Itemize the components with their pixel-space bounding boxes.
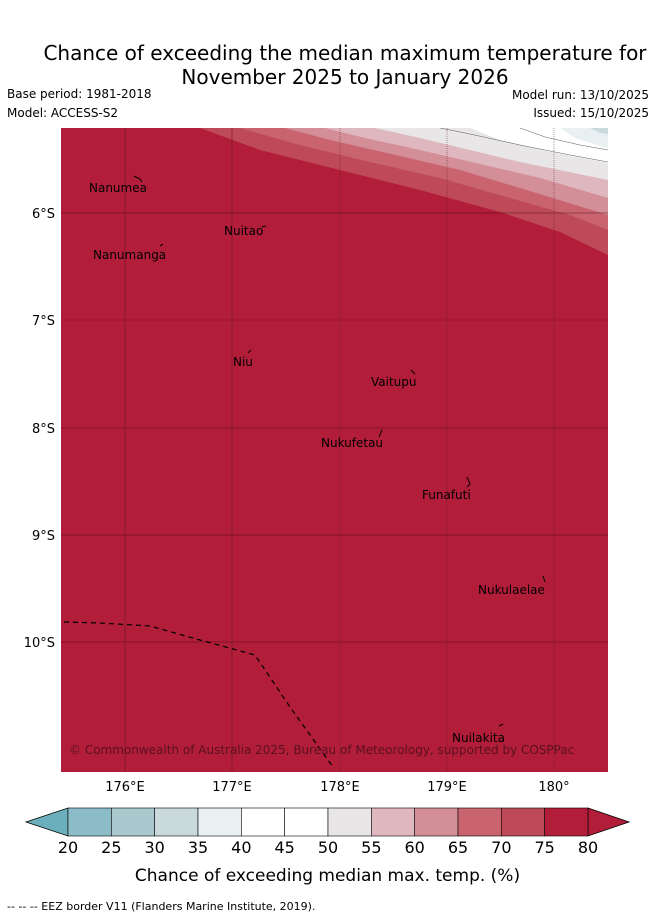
longitude-labels: 176°E 177°E 178°E 179°E 180° bbox=[105, 780, 569, 795]
island-labels: Nanumea Nuitao Nanumanga Niu Vaitupu Nuk… bbox=[89, 181, 545, 745]
colorbar-tick-label: 35 bbox=[188, 838, 208, 857]
colorbar-segment bbox=[501, 807, 545, 837]
lat-label: 7°S bbox=[32, 314, 55, 329]
title-line-2: November 2025 to January 2026 bbox=[181, 65, 509, 89]
eez-border bbox=[63, 621, 334, 768]
band-80 bbox=[61, 128, 608, 772]
island-label-nuitao: Nuitao bbox=[224, 224, 263, 238]
lat-label: 9°S bbox=[32, 529, 55, 544]
island-label-nanumea: Nanumea bbox=[89, 181, 147, 195]
colorbar-tick-label: 60 bbox=[404, 838, 424, 857]
island-label-nukufetau: Nukufetau bbox=[321, 436, 383, 450]
latitude-labels: 6°S 7°S 8°S 9°S 10°S bbox=[24, 207, 55, 651]
island-label-niu: Niu bbox=[233, 355, 253, 369]
colorbar-tick-label: 25 bbox=[101, 838, 121, 857]
lat-label: 8°S bbox=[32, 422, 55, 437]
probability-field: Nanumea Nuitao Nanumanga Niu Vaitupu Nuk… bbox=[61, 128, 608, 772]
island-label-nanumanga: Nanumanga bbox=[93, 248, 166, 262]
lon-label: 179°E bbox=[427, 780, 467, 795]
colorbar-tick-label: 50 bbox=[318, 838, 338, 857]
lon-label: 180° bbox=[538, 780, 569, 795]
island-label-nuilakita: Nuilakita bbox=[452, 731, 505, 745]
colorbar-max-arrow bbox=[587, 807, 631, 837]
colorbar-tick-label: 55 bbox=[361, 838, 381, 857]
colorbar-segment bbox=[197, 807, 242, 837]
colorbar-segment bbox=[111, 807, 155, 837]
colorbar-segment bbox=[284, 807, 329, 837]
band-40 bbox=[590, 128, 608, 134]
colorbar-min-arrow bbox=[24, 807, 69, 837]
colorbar-segment bbox=[544, 807, 589, 837]
colorbar-tick-label: 45 bbox=[274, 838, 294, 857]
colorbar-segment bbox=[327, 807, 372, 837]
issued-date: Issued: 15/10/2025 bbox=[533, 106, 649, 120]
colorbar-tick-label: 65 bbox=[448, 838, 468, 857]
band-45 bbox=[560, 128, 608, 148]
colorbar-label: Chance of exceeding median max. temp. (%… bbox=[134, 866, 521, 886]
island-label-nukulaelae: Nukulaelae bbox=[478, 583, 545, 597]
lon-label: 178°E bbox=[320, 780, 360, 795]
colorbar-tick-label: 30 bbox=[144, 838, 164, 857]
colorbar-tick-label: 80 bbox=[578, 838, 598, 857]
colorbar: 20 25 30 35 40 45 50 55 60 65 70 75 80 bbox=[24, 807, 631, 857]
graticule bbox=[61, 128, 608, 772]
island-label-vaitupu: Vaitupu bbox=[371, 375, 417, 389]
colorbar-segment bbox=[154, 807, 199, 837]
model-name: Model: ACCESS-S2 bbox=[7, 106, 119, 120]
contour-line bbox=[439, 128, 608, 163]
colorbar-tick-label: 70 bbox=[491, 838, 511, 857]
eez-footnote: -- -- -- EEZ border V11 (Flanders Marine… bbox=[7, 900, 316, 913]
colorbar-segment bbox=[371, 807, 415, 837]
lat-label: 6°S bbox=[32, 207, 55, 222]
island-label-funafuti: Funafuti bbox=[422, 488, 471, 502]
contour-line bbox=[519, 128, 608, 151]
model-run: Model run: 13/10/2025 bbox=[511, 88, 649, 102]
copyright-notice: © Commonwealth of Australia 2025, Bureau… bbox=[69, 743, 574, 757]
colorbar-tick-label: 75 bbox=[534, 838, 554, 857]
colorbar-segment bbox=[241, 807, 285, 837]
base-period: Base period: 1981-2018 bbox=[7, 87, 152, 101]
island-shapes bbox=[133, 175, 546, 727]
lon-label: 176°E bbox=[105, 780, 145, 795]
title-line-1: Chance of exceeding the median maximum t… bbox=[43, 41, 647, 65]
colorbar-tick-label: 40 bbox=[231, 838, 251, 857]
colorbar-tick-label: 20 bbox=[58, 838, 78, 857]
chart-title: Chance of exceeding the median maximum t… bbox=[0, 41, 655, 89]
lat-label: 10°S bbox=[24, 636, 55, 651]
colorbar-segment bbox=[67, 807, 112, 837]
colorbar-segment bbox=[414, 807, 459, 837]
colorbar-segment bbox=[457, 807, 502, 837]
lon-label: 177°E bbox=[212, 780, 252, 795]
